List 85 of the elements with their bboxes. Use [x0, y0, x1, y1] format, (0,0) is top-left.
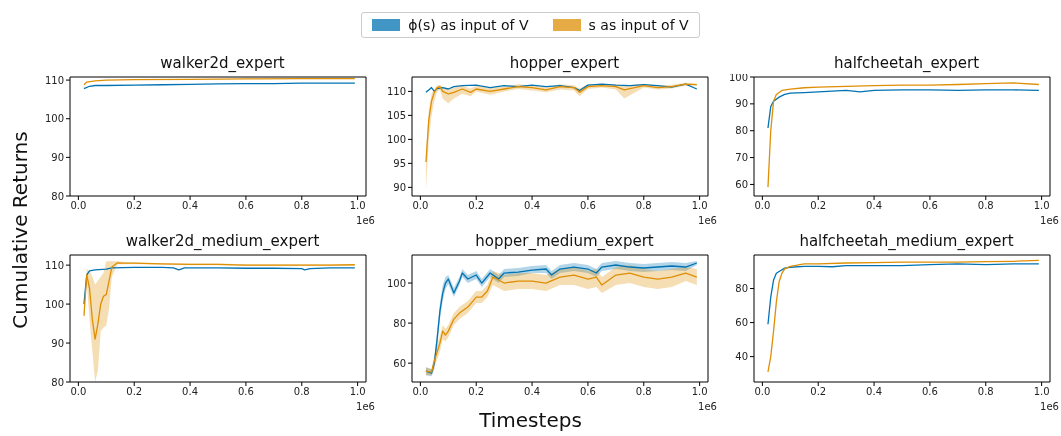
- x-tick-label: 1.0: [349, 386, 366, 398]
- legend-label: s as input of V: [588, 17, 689, 33]
- x-axis-title: Timesteps: [479, 408, 582, 432]
- x-tick-label: 0.0: [412, 386, 429, 398]
- x-tick-label: 0.6: [237, 200, 254, 212]
- x-tick-label: 0.4: [524, 200, 541, 212]
- y-tick-label: 70: [735, 152, 748, 164]
- y-tick-label: 105: [386, 109, 406, 121]
- x-tick-label: 0.6: [579, 386, 596, 398]
- x-tick-label: 0.0: [70, 200, 87, 212]
- y-tick-label: 80: [735, 125, 748, 137]
- x-tick-label: 1.0: [691, 200, 708, 212]
- x-tick-label: 0.8: [293, 200, 310, 212]
- chart-title: walker2d_medium_expert: [125, 232, 320, 250]
- x-tick-label: 0.4: [182, 200, 199, 212]
- y-tick-label: 40: [735, 351, 748, 363]
- chart-title: halfcheetah_medium_expert: [798, 231, 1015, 252]
- y-tick-label: 80: [51, 376, 64, 388]
- y-tick-label: 110: [44, 74, 64, 86]
- y-tick-label: 95: [393, 157, 406, 169]
- x-tick-label: 0.2: [810, 386, 827, 398]
- text: 1e6: [356, 215, 375, 226]
- y-tick-label: 90: [51, 151, 64, 163]
- text: 1e6: [1040, 401, 1059, 412]
- line-series: [767, 82, 1040, 188]
- x-tick-label: 0.2: [810, 200, 827, 212]
- x-tick-label: 1.0: [1033, 386, 1050, 398]
- y-tick-label: 90: [51, 337, 64, 349]
- y-tick-label: 60: [735, 317, 748, 329]
- line-series: [767, 259, 1040, 373]
- x-tick-label: 0.4: [866, 386, 883, 398]
- y-tick-label: 100: [728, 71, 748, 83]
- x-tick-label: 0.8: [635, 200, 652, 212]
- y-tick-label: 100: [386, 277, 406, 289]
- line-series: [767, 89, 1040, 129]
- x-tick-label: 0.2: [468, 386, 485, 398]
- y-tick-label: 80: [393, 317, 406, 329]
- y-tick-label: 110: [386, 85, 406, 97]
- x-tick-label: 0.6: [237, 386, 254, 398]
- x-tick-label: 1.0: [1033, 200, 1050, 212]
- line-series: [767, 263, 1040, 325]
- x-tick-label: 0.4: [866, 200, 883, 212]
- x-tick-label: 0.8: [635, 386, 652, 398]
- y-axis-title: Cumulative Returns: [8, 130, 32, 330]
- line-series: [83, 77, 356, 86]
- x-tick-label: 0.8: [977, 200, 994, 212]
- chart-title: halfcheetah_expert: [833, 54, 980, 72]
- x-tick-label: 0.4: [182, 386, 199, 398]
- x-tick-label: 0.0: [70, 386, 87, 398]
- legend-label: ϕ(s) as input of V: [408, 17, 529, 33]
- chart-title: hopper_medium_expert: [474, 231, 655, 252]
- y-tick-label: 80: [735, 283, 748, 295]
- text: 1e6: [356, 401, 375, 412]
- x-tick-label: 0.2: [468, 200, 485, 212]
- chart-title: hopper_expert: [508, 53, 621, 74]
- y-tick-label: 90: [393, 181, 406, 193]
- line-series: [425, 83, 698, 163]
- text: 1e6: [698, 215, 717, 226]
- y-tick-label: 100: [44, 298, 64, 310]
- line-series: [83, 262, 356, 340]
- line-series: [425, 83, 698, 94]
- x-tick-label: 1.0: [691, 386, 708, 398]
- x-tick-label: 0.0: [754, 200, 771, 212]
- x-tick-label: 0.6: [921, 200, 938, 212]
- line-series: [83, 266, 356, 305]
- x-tick-label: 0.0: [754, 386, 771, 398]
- x-tick-label: 0.0: [412, 200, 429, 212]
- x-tick-label: 0.8: [977, 386, 994, 398]
- y-tick-label: 60: [393, 357, 406, 369]
- x-tick-label: 0.6: [921, 386, 938, 398]
- chart-title: walker2d_expert: [159, 53, 286, 74]
- y-tick-label: 100: [386, 133, 406, 145]
- y-tick-label: 90: [735, 98, 748, 110]
- text: 1e6: [698, 401, 717, 412]
- x-tick-label: 1.0: [349, 200, 366, 212]
- x-tick-label: 0.8: [293, 386, 310, 398]
- x-tick-label: 0.6: [579, 200, 596, 212]
- y-tick-label: 100: [44, 113, 64, 125]
- y-tick-label: 80: [51, 190, 64, 202]
- x-tick-label: 0.4: [524, 386, 541, 398]
- y-tick-label: 60: [735, 179, 748, 190]
- text: 1e6: [1040, 215, 1059, 226]
- y-tick-label: 110: [44, 259, 64, 271]
- x-tick-label: 0.2: [126, 200, 143, 212]
- x-tick-label: 0.2: [126, 386, 143, 398]
